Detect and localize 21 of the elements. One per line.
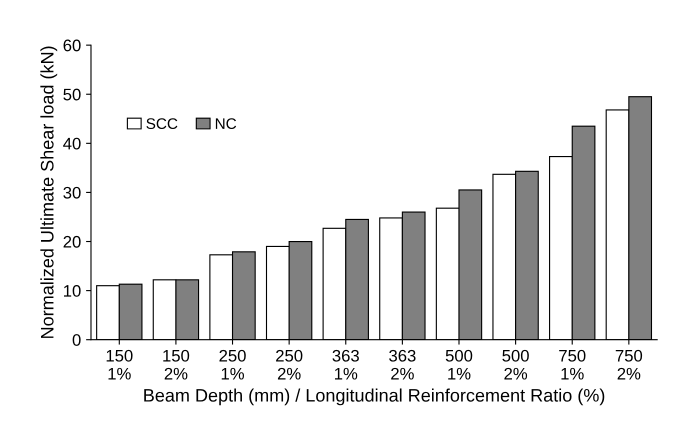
y-axis-title: Normalized Ultimate Shear load (kN) [40, 46, 58, 338]
x-axis-title: Beam Depth (mm) / Longitudinal Reinforcement Ratio (%) [144, 388, 604, 406]
x-tick-label: 250 1% [219, 350, 246, 380]
y-tick-label: 50 [63, 88, 81, 100]
y-tick-label: 20 [64, 236, 81, 248]
x-tick-label: 363 2% [389, 350, 416, 380]
x-tick-label: 363 1% [332, 350, 359, 380]
legend-label: SCC [146, 118, 178, 130]
legend-label: NC [216, 118, 236, 130]
x-tick-label: 500 1% [446, 350, 472, 380]
y-tick-label: 10 [64, 285, 81, 297]
x-tick-label: 150 1% [106, 350, 133, 380]
x-tick-label: 250 2% [276, 350, 302, 380]
y-tick-label: 30 [63, 186, 81, 199]
x-tick-label: 750 1% [559, 350, 586, 380]
y-tick-label: 0 [72, 334, 81, 346]
x-tick-label: 150 2% [163, 350, 190, 380]
y-tick-label: 60 [64, 40, 81, 52]
x-tick-label: 750 2% [616, 350, 642, 380]
y-tick-label: 40 [63, 138, 81, 150]
x-tick-label: 500 2% [502, 350, 529, 380]
